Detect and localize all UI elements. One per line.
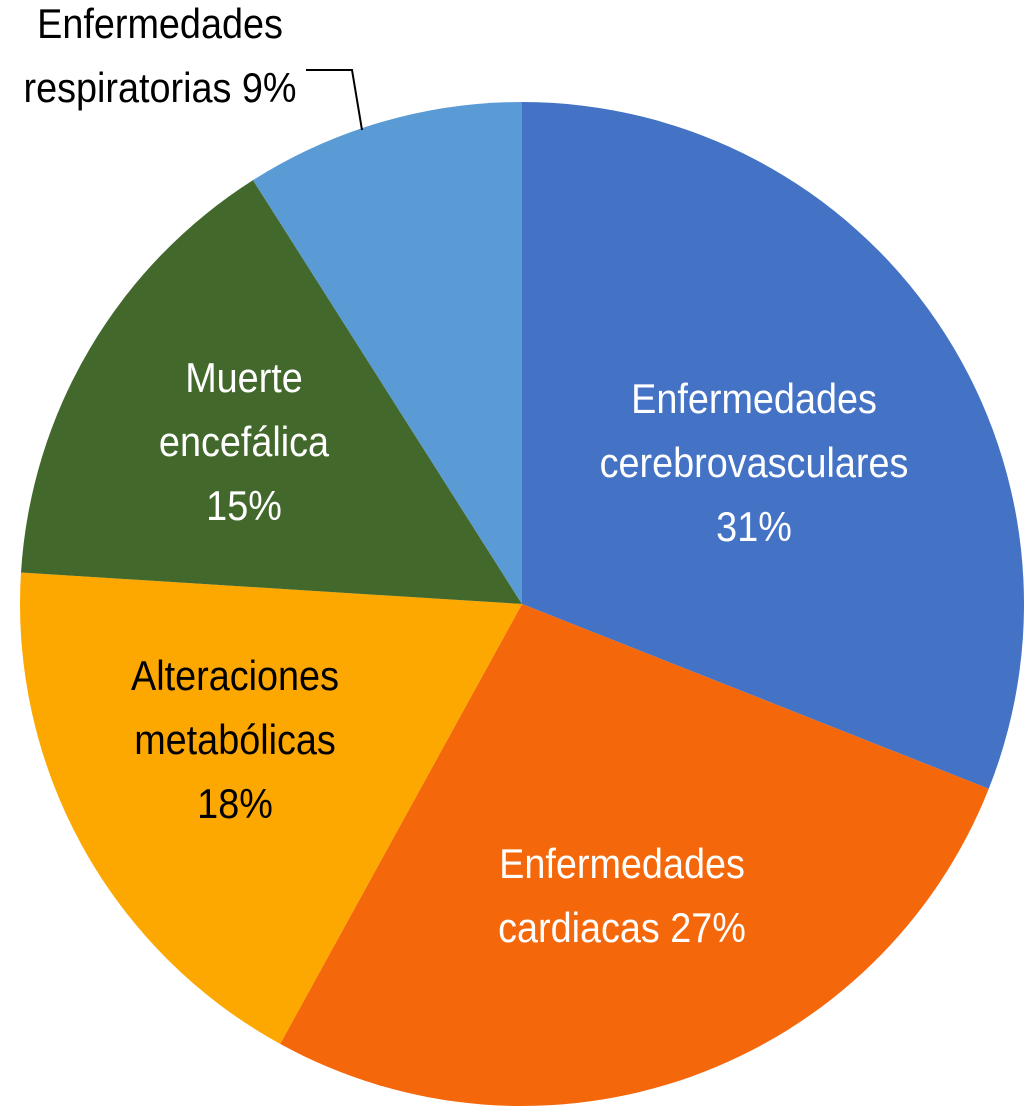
slice-label-line: Alteraciones	[131, 653, 339, 699]
pie-slice	[19, 572, 522, 1044]
pie-slice	[253, 102, 522, 604]
slice-label-line: Enfermedades	[499, 841, 745, 887]
pie-slices	[19, 102, 1024, 1107]
leader-line-respiratorias	[306, 69, 363, 131]
slice-label-line: Enfermedades	[37, 1, 283, 47]
slice-label-line: cerebrovasculares	[600, 440, 909, 486]
slice-label-line: 18%	[197, 781, 273, 827]
slice-label-line: 31%	[716, 504, 792, 550]
slice-label-line: 15%	[206, 483, 282, 529]
slice-label: Enfermedades cardiacas 27%	[498, 841, 746, 951]
pie-slice	[20, 180, 523, 604]
slice-label-line: Muerte	[185, 355, 303, 401]
data-labels: Enfermedades cerebrovasculares 31%Enfermed…	[24, 1, 909, 951]
slice-label-line: cardiacas 27%	[498, 905, 746, 951]
slice-label: Muerte encefálica 15%	[159, 355, 330, 529]
slice-label-line: encefálica	[159, 419, 330, 465]
slice-label-line: respiratorias 9%	[24, 65, 297, 111]
pie-slice	[522, 102, 1024, 789]
slice-label: Alteraciones metabólicas 18%	[131, 653, 339, 827]
slice-label: Enfermedades cerebrovasculares 31%	[600, 376, 909, 550]
pie-slice	[280, 604, 989, 1107]
slice-label-line: metabólicas	[134, 717, 336, 763]
slice-label: Enfermedades respiratorias 9%	[24, 1, 297, 111]
slice-label-line: Enfermedades	[631, 376, 877, 422]
